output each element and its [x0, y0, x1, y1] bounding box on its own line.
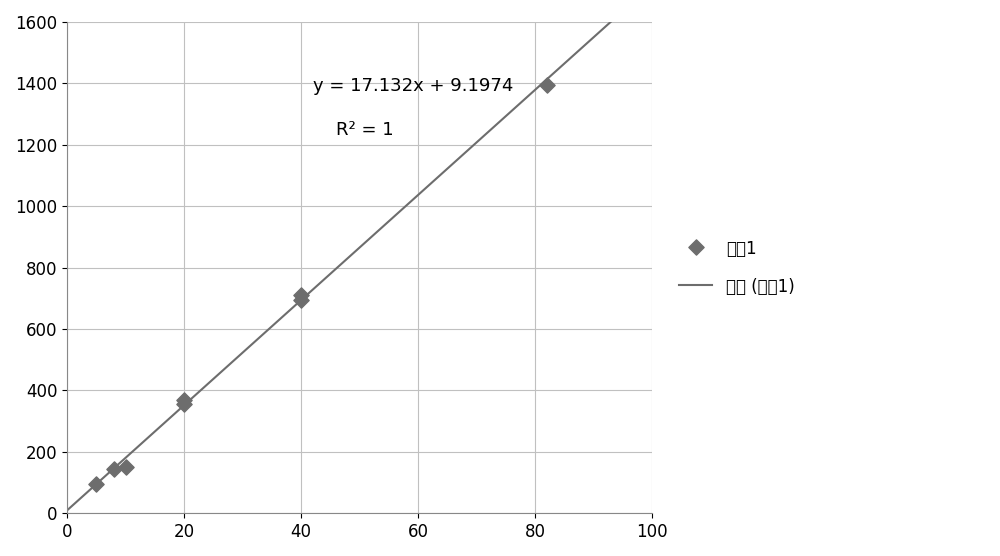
系兗1: [293, 295, 309, 304]
Legend: 系兗1, 线性 (系兗1): 系兗1, 线性 (系兗1): [672, 233, 801, 302]
系兗1: [106, 464, 122, 473]
系兗1: [293, 291, 309, 300]
系兗1: [88, 480, 104, 489]
系兗1: [176, 400, 192, 409]
系兗1: [118, 463, 134, 471]
系兗1: [539, 81, 555, 90]
系兗1: [176, 395, 192, 404]
Text: y = 17.132x + 9.1974: y = 17.132x + 9.1974: [313, 77, 513, 95]
Text: R² = 1: R² = 1: [336, 121, 394, 139]
